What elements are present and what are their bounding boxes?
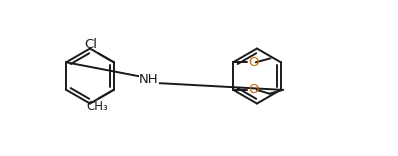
Text: NH: NH — [139, 73, 159, 86]
Text: O: O — [248, 83, 258, 96]
Text: Cl: Cl — [84, 39, 98, 51]
Text: O: O — [248, 56, 258, 69]
Text: CH₃: CH₃ — [87, 100, 108, 113]
